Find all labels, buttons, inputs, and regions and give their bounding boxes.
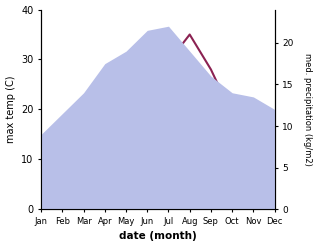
Y-axis label: max temp (C): max temp (C) [5, 76, 16, 143]
Y-axis label: med. precipitation (kg/m2): med. precipitation (kg/m2) [303, 53, 313, 166]
X-axis label: date (month): date (month) [119, 231, 197, 242]
